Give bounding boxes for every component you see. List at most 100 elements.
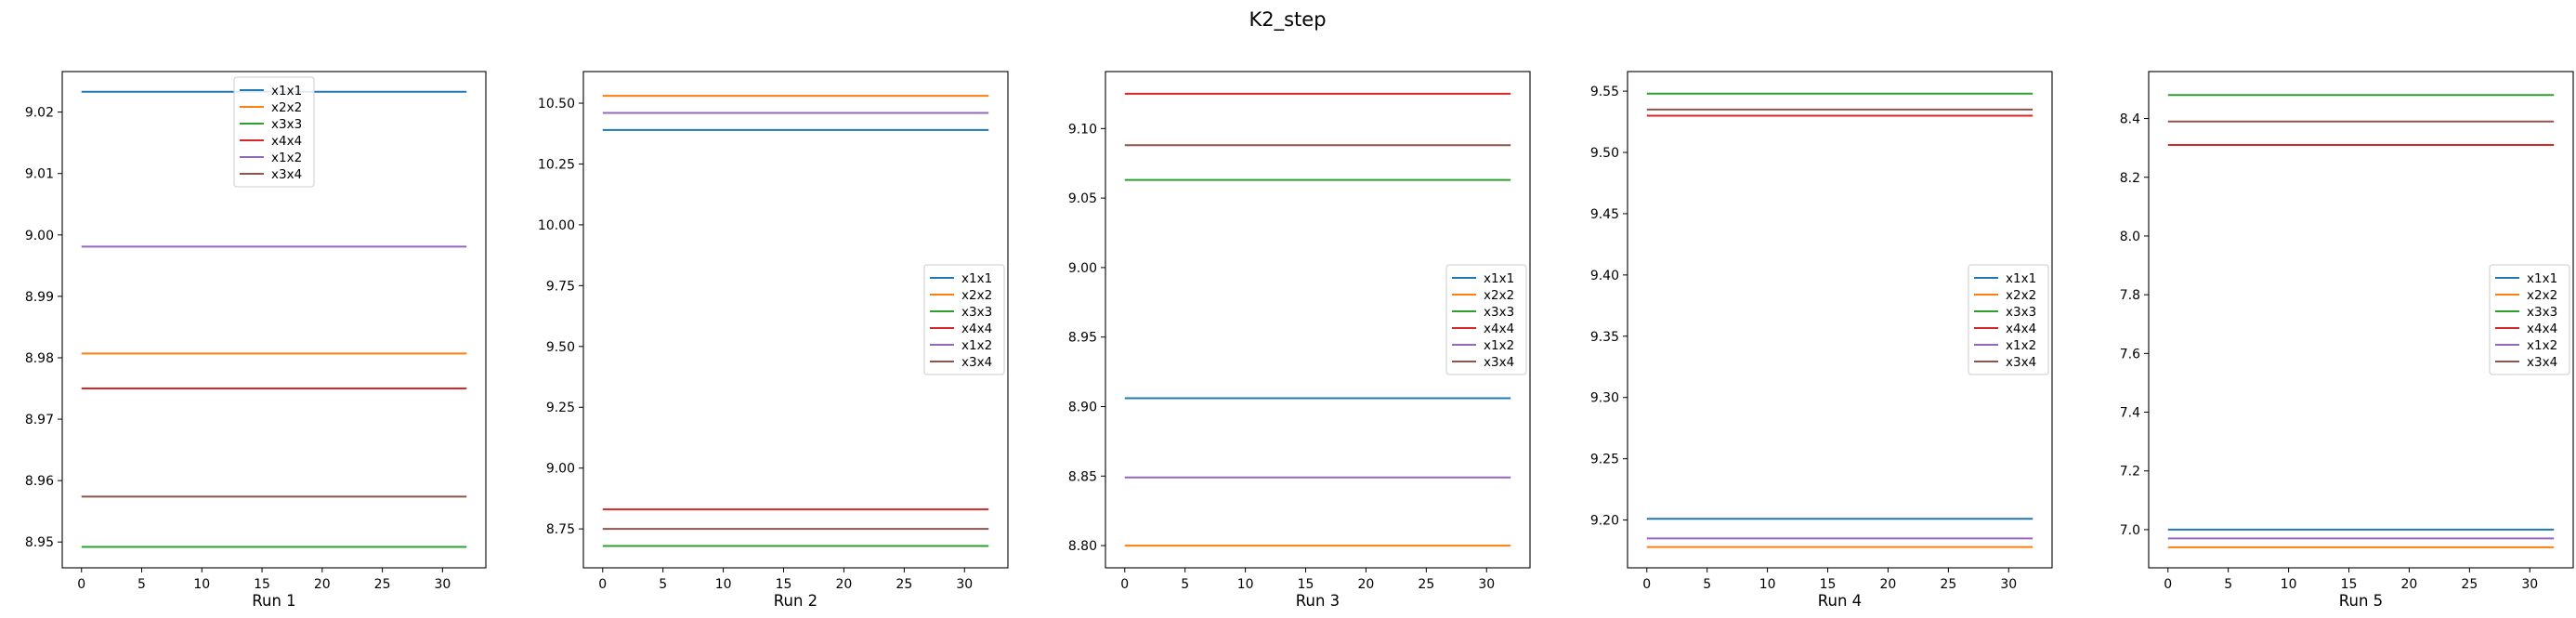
legend-label-x1x1: x1x1 [961,271,992,286]
y-tick-label: 9.02 [25,106,54,121]
x-tick-label: 0 [77,577,85,592]
y-tick-label: 9.55 [1590,85,1619,99]
x-tick-label: 30 [956,577,973,592]
legend-label-x2x2: x2x2 [2527,288,2557,303]
legend-label-x2x2: x2x2 [2006,288,2036,303]
x-tick-label: 30 [1478,577,1495,592]
x-tick-label: 15 [1820,577,1837,592]
y-tick-label: 9.45 [1590,207,1619,222]
legend-box [2489,264,2570,375]
x-tick-label: 25 [1940,577,1956,592]
legend-box [923,264,1005,375]
subplot-run-1: 0 5 10 15 20 25 30 8.95 8.96 8.97 8.98 8.99 9.00 9.01… [25,71,487,610]
y-tick-label: 8.85 [1068,469,1097,484]
legend-label-x1x1: x1x1 [271,84,302,99]
x-tick-label: 15 [776,577,792,592]
y-tick-label: 8.96 [25,474,54,489]
y-tick-label: 8.99 [25,290,54,305]
legend-label-x4x4: x4x4 [961,322,992,336]
y-tick-label: 9.35 [1590,330,1619,345]
y-tick-label: 8.4 [2120,112,2140,127]
y-tick-label: 9.50 [1590,146,1619,161]
legend-label-x3x3: x3x3 [2527,305,2557,320]
x-tick-label: 5 [659,577,667,592]
x-tick-label: 20 [1358,577,1375,592]
legend-label-x4x4: x4x4 [271,134,302,149]
x-tick-label: 15 [2341,577,2358,592]
subplot-grid: 0 5 10 15 20 25 30 8.95 8.96 8.97 8.98 8.99 9.00 9.01… [25,71,2574,610]
legend-label-x1x2: x1x2 [271,151,302,165]
y-tick-label: 8.98 [25,351,54,366]
legend-label-x3x3: x3x3 [271,117,302,132]
y-tick-label: 7.4 [2120,406,2140,421]
axes-frame [1627,71,2053,569]
y-tick-label: 9.75 [546,279,575,294]
y-tick-label: 10.25 [538,157,575,172]
y-tick-label: 8.75 [546,522,575,537]
x-tick-label: 10 [1237,577,1254,592]
x-tick-label: 20 [2401,577,2418,592]
y-tick-label: 9.50 [546,340,575,355]
legend-label-x1x1: x1x1 [2006,271,2036,286]
subplot-run-5: 0 5 10 15 20 25 30 7.0 7.2 7.4 7.6 7.8 8.0 8.2 8.4 Run … [2120,71,2574,610]
legend-label-x3x4: x3x4 [271,167,302,182]
x-tick-label: 20 [1880,577,1897,592]
legend-label-x1x2: x1x2 [2527,338,2557,353]
legend-box [1445,264,1527,375]
x-axis-label: Run 3 [1296,592,1340,610]
y-tick-label: 7.0 [2120,523,2140,538]
x-tick-label: 20 [836,577,853,592]
y-tick-label: 9.05 [1068,191,1097,206]
legend-label-x1x1: x1x1 [1484,271,1514,286]
x-tick-label: 25 [374,577,391,592]
x-tick-label: 15 [1298,577,1314,592]
x-tick-label: 10 [715,577,732,592]
x-tick-label: 30 [2521,577,2538,592]
y-tick-label: 8.97 [25,413,54,427]
legend: x1x1 x2x2 x3x3 x4x4 x1x2 x3x4 [923,264,1005,375]
x-tick-label: 30 [2000,577,2017,592]
y-tick-label: 7.8 [2120,288,2140,303]
y-tick-label: 9.20 [1590,514,1619,529]
legend-label-x1x2: x1x2 [961,338,992,353]
legend-label-x4x4: x4x4 [2527,322,2557,336]
y-tick-label: 9.25 [1590,453,1619,467]
x-tick-label: 30 [434,577,451,592]
axes-frame [582,71,1009,569]
legend-label-x4x4: x4x4 [2006,322,2036,336]
subplot-run-2: 0 5 10 15 20 25 30 8.75 9.00 9.25 9.50 9.75 10.00 10.… [538,71,1009,610]
y-tick-label: 7.2 [2120,465,2140,480]
axes-frame [2148,71,2574,569]
y-tick-label: 10.00 [538,218,575,233]
x-tick-label: 25 [1418,577,1434,592]
legend: x1x1 x2x2 x3x3 x4x4 x1x2 x3x4 [2489,264,2570,375]
x-tick-label: 20 [314,577,331,592]
x-axis-label: Run 5 [2339,592,2383,610]
x-tick-label: 10 [1759,577,1776,592]
legend-label-x3x3: x3x3 [2006,305,2036,320]
x-tick-label: 25 [2461,577,2478,592]
x-tick-label: 0 [2164,577,2172,592]
y-tick-label: 9.30 [1590,391,1619,406]
legend-label-x3x4: x3x4 [2527,355,2557,370]
legend-label-x3x3: x3x3 [1484,305,1514,320]
x-tick-label: 0 [1120,577,1129,592]
legend-label-x2x2: x2x2 [961,288,992,303]
y-tick-label: 8.2 [2120,171,2140,186]
legend-label-x3x3: x3x3 [961,305,992,320]
legend-label-x1x2: x1x2 [1484,338,1514,353]
x-tick-label: 5 [1181,577,1189,592]
legend-label-x3x4: x3x4 [961,355,992,370]
legend-box [233,76,315,188]
y-tick-label: 8.0 [2120,230,2140,244]
legend-label-x1x1: x1x1 [2527,271,2557,286]
y-tick-label: 7.6 [2120,347,2140,362]
x-tick-label: 0 [1642,577,1651,592]
x-axis-label: Run 4 [1818,592,1862,610]
x-tick-label: 10 [193,577,210,592]
y-tick-label: 9.00 [25,229,54,243]
